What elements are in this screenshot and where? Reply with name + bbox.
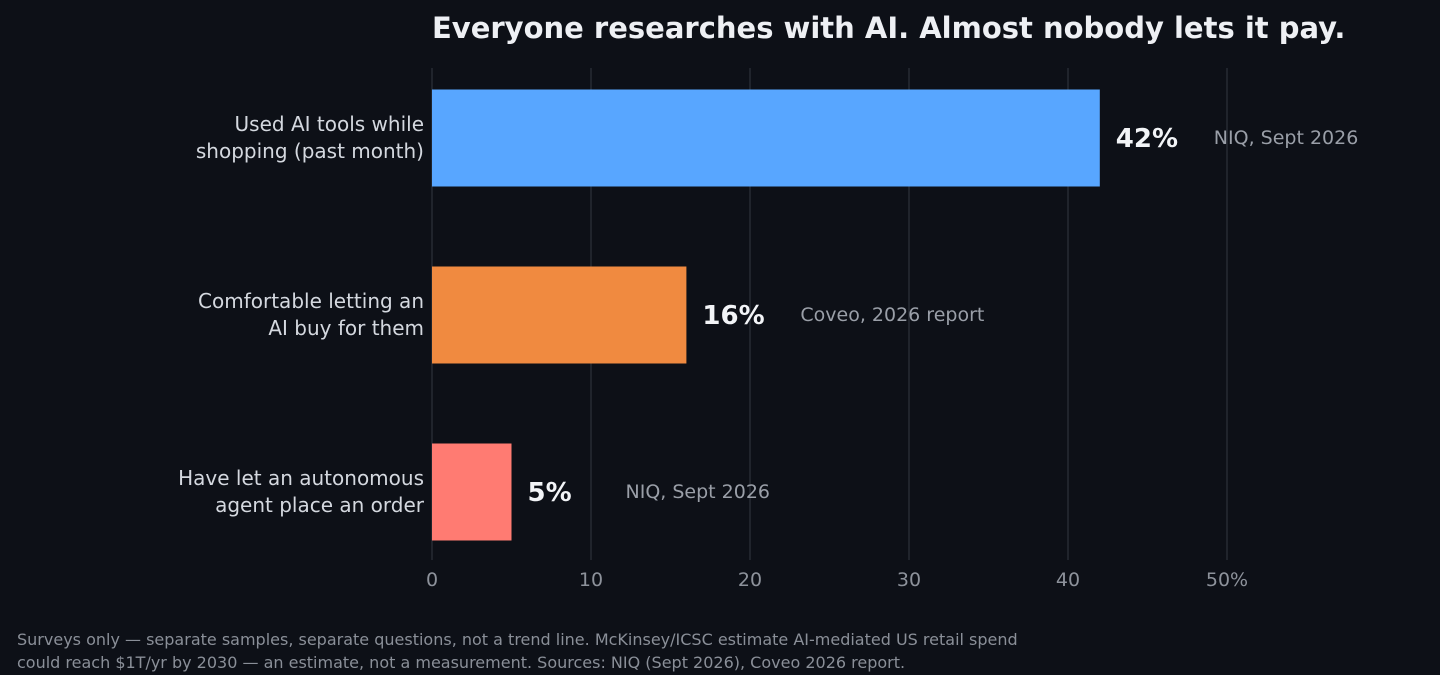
category-labels: Used AI tools while shopping (past month)… xyxy=(178,112,425,517)
source-label: Coveo, 2026 report xyxy=(800,304,984,326)
category-label-line: Have let an autonomous xyxy=(178,466,424,490)
x-tick-label: 40 xyxy=(1056,569,1080,591)
bar xyxy=(432,89,1100,187)
source-label: NIQ, Sept 2026 xyxy=(626,481,771,503)
x-tick-label: 20 xyxy=(738,569,762,591)
x-tick-label: 50% xyxy=(1206,569,1248,591)
footnote: Surveys only — separate samples, separat… xyxy=(17,630,1018,672)
category-label: Have let an autonomous agent place an ord… xyxy=(178,466,425,517)
source-label: NIQ, Sept 2026 xyxy=(1214,127,1359,149)
x-axis-ticks: 0 10 20 30 40 50% xyxy=(426,569,1248,591)
x-tick-label: 30 xyxy=(897,569,921,591)
x-tick-label: 10 xyxy=(579,569,603,591)
bars: 42% NIQ, Sept 2026 16% Coveo, 2026 report 5%… xyxy=(432,89,1359,541)
category-label: Comfortable letting an AI buy for them xyxy=(198,289,424,340)
category-label: Used AI tools while shopping (past month) xyxy=(196,112,424,163)
category-label-line: shopping (past month) xyxy=(196,139,424,163)
value-label: 5% xyxy=(528,478,572,508)
x-tick-label: 0 xyxy=(426,569,438,591)
category-label-line: Used AI tools while xyxy=(235,112,424,136)
bar xyxy=(432,266,687,364)
chart-title: Everyone researches with AI. Almost nobo… xyxy=(432,11,1345,45)
value-label: 16% xyxy=(702,301,764,331)
category-label-line: Comfortable letting an xyxy=(198,289,424,313)
bar xyxy=(432,443,512,541)
category-label-line: AI buy for them xyxy=(268,316,424,340)
bar-chart: Everyone researches with AI. Almost nobo… xyxy=(178,11,1359,591)
value-label: 42% xyxy=(1116,124,1178,154)
category-label-line: agent place an order xyxy=(215,493,425,517)
